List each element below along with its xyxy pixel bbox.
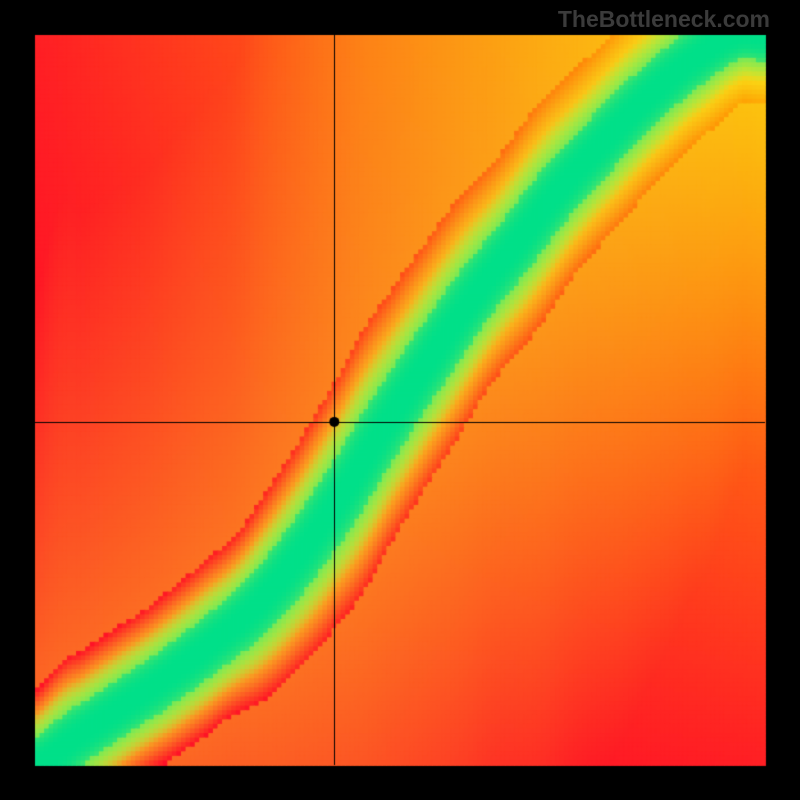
- source-watermark: TheBottleneck.com: [558, 6, 770, 33]
- chart-container: TheBottleneck.com: [0, 0, 800, 800]
- bottleneck-heatmap: [0, 0, 800, 800]
